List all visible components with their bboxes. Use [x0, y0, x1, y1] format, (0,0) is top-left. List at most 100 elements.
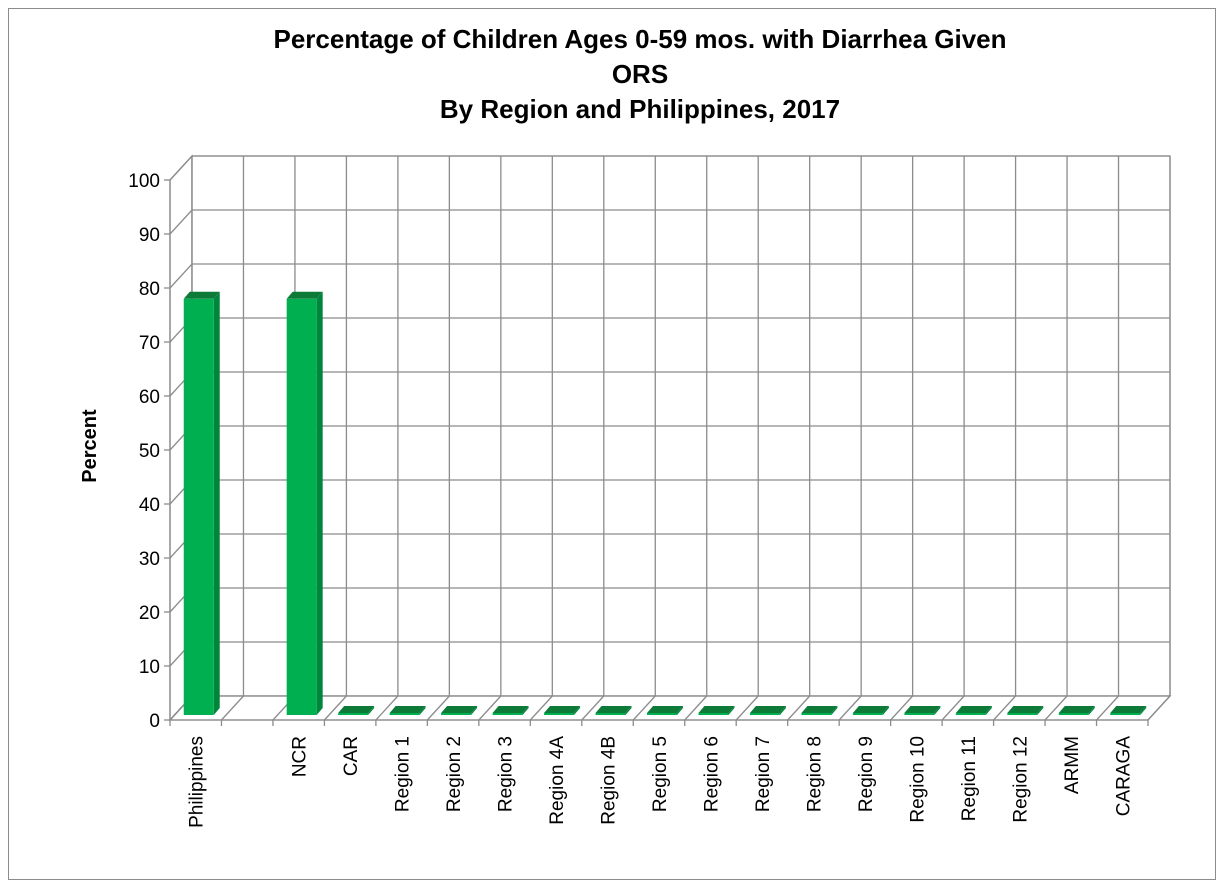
bar-front	[852, 713, 883, 715]
floor-divider	[323, 695, 347, 721]
bar-side	[831, 706, 838, 715]
bars	[183, 291, 1147, 715]
bar-side	[471, 706, 478, 715]
bar-top	[801, 706, 838, 713]
bar-front	[1110, 713, 1141, 715]
bar-region-11	[955, 706, 992, 715]
bar-side	[985, 706, 992, 715]
chart-title-line-3: By Region and Philippines, 2017	[439, 94, 841, 124]
bar-armm	[1058, 706, 1095, 715]
x-tick-label: Region 2	[444, 736, 465, 812]
bar-side	[574, 706, 581, 715]
floor-divider	[529, 695, 553, 721]
bar-front	[955, 713, 986, 715]
floor-divider	[1044, 695, 1068, 721]
y-tick-label: 90	[139, 225, 160, 246]
bar-top	[904, 706, 941, 713]
bar-side	[677, 706, 683, 715]
y-tick-label: 40	[139, 495, 160, 516]
floor-divider	[1096, 695, 1120, 721]
bar-side	[419, 706, 426, 715]
bar-top	[698, 706, 735, 713]
y-tick-label: 50	[139, 441, 160, 462]
chart-title-line-2: ORS	[611, 59, 669, 89]
bar-front	[338, 713, 369, 715]
bar-top	[955, 706, 992, 713]
y-tick-label: 0	[149, 711, 160, 732]
y-tick-label: 70	[139, 333, 160, 354]
bar-front	[801, 713, 832, 715]
bar-side	[522, 706, 529, 715]
floor-divider	[220, 695, 244, 721]
bar-side	[779, 706, 786, 715]
bar-top	[647, 706, 683, 713]
floor-divider	[890, 695, 914, 721]
x-tick-label: Region 8	[804, 736, 825, 812]
bar-side	[1088, 706, 1095, 715]
floor-divider	[735, 695, 759, 721]
y-tick-label: 30	[139, 549, 160, 570]
bar-front	[441, 713, 472, 715]
bar-region-2	[441, 706, 478, 715]
bar-front	[749, 713, 780, 715]
x-tick-label: NCR	[290, 736, 311, 777]
y-axis-ticks: 0 10 20 30 40 50 60 70 80 90 100	[128, 171, 170, 732]
bar-top	[595, 706, 632, 713]
bar-region-10	[904, 706, 941, 715]
y-tick-label: 100	[128, 171, 160, 192]
bar-front	[904, 713, 935, 715]
bar-region-1	[389, 706, 426, 715]
x-tick-label: Region 7	[753, 736, 774, 812]
bar-side	[625, 706, 632, 715]
bar-front	[1007, 713, 1038, 715]
x-tick-label: Philippines	[187, 736, 208, 828]
bar-ncr	[286, 291, 323, 715]
bar-region-4a	[544, 706, 581, 715]
bar-front	[389, 713, 420, 715]
y-tick-label: 20	[139, 603, 160, 624]
bar-philippines	[183, 291, 220, 715]
bar-front	[595, 713, 626, 715]
bar-top	[338, 706, 375, 713]
bar-side	[213, 291, 220, 715]
floor-divider	[993, 695, 1017, 721]
bar-top	[1058, 706, 1095, 713]
bar-side	[1037, 706, 1044, 715]
bar-top	[441, 706, 478, 713]
x-tick-label: CARAGA	[1113, 736, 1134, 817]
x-tick-label: Region 12	[1010, 736, 1031, 823]
bar-top	[1110, 706, 1147, 713]
bar-top	[286, 291, 323, 299]
bar-side	[368, 706, 375, 715]
floor-divider	[787, 695, 811, 721]
y-tick-label: 60	[139, 387, 160, 408]
chart-title-line-1: Percentage of Children Ages 0-59 mos. wi…	[273, 24, 1007, 54]
x-tick-label: CAR	[341, 736, 362, 776]
x-tick-label: Region 6	[701, 736, 722, 812]
x-axis-labels: Philippines NCR CAR Region 1 Region 2 Region …	[187, 736, 1135, 828]
bar-front	[544, 713, 575, 715]
bar-top	[749, 706, 786, 713]
bar-front	[1058, 713, 1089, 715]
x-tick-label: Region 1	[393, 736, 414, 812]
bar-top	[1007, 706, 1044, 713]
x-tick-label: Region 4B	[599, 736, 620, 825]
bar-top	[492, 706, 529, 713]
bar-front	[286, 298, 317, 715]
bar-region-5	[647, 706, 683, 715]
bar-car	[338, 706, 375, 715]
bar-front	[647, 713, 677, 715]
bar-region-3	[492, 706, 529, 715]
bar-region-7	[749, 706, 786, 715]
y-axis-label: Percent	[79, 409, 101, 483]
bar-top	[852, 706, 889, 713]
x-tick-label: Region 4A	[547, 736, 568, 825]
bar-region-6	[698, 706, 735, 715]
bar-front	[492, 713, 523, 715]
bar-top	[544, 706, 581, 713]
bar-side	[882, 706, 889, 715]
bar-side	[934, 706, 941, 715]
bar-side	[316, 291, 323, 715]
floor-divider	[838, 695, 862, 721]
